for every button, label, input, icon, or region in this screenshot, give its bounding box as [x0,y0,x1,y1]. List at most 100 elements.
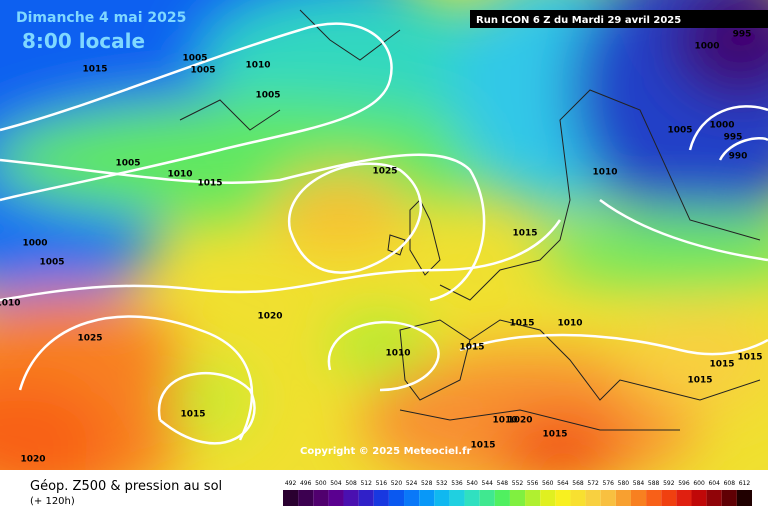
scale-label: 600 [693,480,705,487]
forecast-date: Dimanche 4 mai 2025 [16,10,186,26]
scale-swatch [449,490,465,506]
isobar-label: 1005 [255,91,280,101]
scale-label: 592 [663,480,675,487]
scale-label: 500 [315,480,327,487]
isobar-label: 1010 [167,170,192,180]
isobar-label: 1010 [245,61,270,71]
scale-label: 612 [739,480,751,487]
scale-swatch [525,490,541,506]
scale-label: 556 [527,480,539,487]
isobar-label: 1005 [115,159,140,169]
scale-label: 576 [603,480,615,487]
scale-swatch [540,490,556,506]
isobars [0,22,768,445]
isobar-label: 1015 [459,343,484,353]
isobar-label: 1020 [507,416,532,426]
isobar-label: 1015 [470,441,495,451]
scale-swatch [736,490,752,506]
scale-label: 540 [466,480,478,487]
scale-label: 496 [300,480,312,487]
isobar-label: 1015 [512,229,537,239]
scale-label: 568 [572,480,584,487]
isobar-labels: 1015 1005 1005 1010 1005 1005 1010 1015 1025 1000… [0,30,763,465]
isobar-label: 1005 [190,66,215,76]
scale-swatch [600,490,616,506]
isobar-label: 1000 [694,42,719,52]
scale-swatch [691,490,707,506]
scale-label: 516 [376,480,388,487]
footer-title: Géop. Z500 & pression au sol [30,479,222,494]
isobar-label: 1005 [667,126,692,136]
scale-swatch [661,490,677,506]
isobar-label: 995 [724,133,743,143]
scale-swatch [555,490,571,506]
run-info: Run ICON 6 Z du Mardi 29 avril 2025 [476,15,681,26]
scale-label: 580 [618,480,630,487]
scale-swatch [721,490,737,506]
scale-label: 508 [345,480,357,487]
scale-label: 512 [360,480,372,487]
forecast-time: 8:00 locale [22,29,145,53]
scale-label: 520 [391,480,403,487]
isobar-label: 1010 [492,416,517,426]
scale-swatch [358,490,374,506]
isobar-label: 1020 [20,455,45,465]
scale-label: 504 [330,480,342,487]
scale-swatch [479,490,495,506]
scale-swatch [419,490,435,506]
isobar-label: 1015 [737,353,762,363]
scale-swatch [646,490,662,506]
scale-swatch [615,490,631,506]
isobar-label: 990 [729,152,748,162]
isobar-label: 1015 [709,360,734,370]
scale-label: 552 [512,480,524,487]
scale-label: 548 [497,480,509,487]
scale-label: 608 [724,480,736,487]
scale-label: 492 [285,480,297,487]
isobar-label: 1015 [509,319,534,329]
scale-swatch [328,490,344,506]
footer-lead: (+ 120h) [30,496,75,507]
scale-label: 564 [557,480,569,487]
scale-swatch [373,490,389,506]
isobar-label: 1005 [182,54,207,64]
scale-label: 528 [421,480,433,487]
scale-swatch [404,490,420,506]
scale-swatch [676,490,692,506]
scale-label: 544 [482,480,494,487]
isobar-label: 1010 [385,349,410,359]
isobar-label: 1015 [197,179,222,189]
color-scale: 492 496 500 504 508 512 516 520 524 528 532 536 540 5… [283,480,752,506]
scale-swatch [464,490,480,506]
scale-swatch [283,490,299,506]
scale-label: 524 [406,480,418,487]
isobar-label: 1025 [372,167,397,177]
isobar-label: 1015 [542,430,567,440]
run-box [470,10,768,28]
isobar-label: 1015 [82,65,107,75]
scale-swatch [585,490,601,506]
isobar-label: 1010 [592,168,617,178]
scale-label: 584 [633,480,645,487]
isobar-label: 1010 [557,319,582,329]
scale-swatch [706,490,722,506]
isobar-label: 1005 [39,258,64,268]
scale-label: 596 [678,480,690,487]
isobar-label: 1020 [257,312,282,322]
scale-swatch [630,490,647,506]
scale-swatch [388,490,405,506]
isobar-label: 1000 [22,239,47,249]
scale-swatch [509,490,526,506]
isobar-label: 1015 [180,410,205,420]
scale-swatch [570,490,586,506]
scale-swatch [494,490,510,506]
scale-label: 588 [648,480,660,487]
copyright: Copyright © 2025 Meteociel.fr [300,446,471,457]
scale-swatch [313,490,329,506]
scale-swatch [343,490,359,506]
isobar-label: 1000 [709,121,734,131]
scale-label: 560 [542,480,554,487]
isobar-label: 1010 [0,299,21,309]
